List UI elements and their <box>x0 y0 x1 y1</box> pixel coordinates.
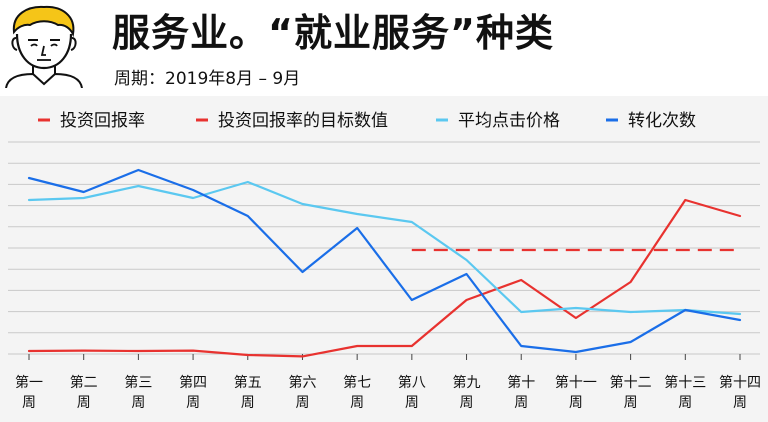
x-tick-label-line: 第十三 <box>664 374 706 391</box>
x-tick-label-line: 第四 <box>179 374 207 391</box>
x-tick-label-line: 第十二 <box>610 374 652 391</box>
x-tick-label: 第十二周 <box>610 374 652 411</box>
x-tick-label-line: 第九 <box>453 374 481 391</box>
x-tick-label-line: 第十一 <box>555 374 597 391</box>
x-tick-label: 第四周 <box>179 374 207 411</box>
x-tick-label: 第一周 <box>15 374 43 411</box>
x-tick-label: 第十一周 <box>555 374 597 411</box>
x-tick-label: 第六周 <box>288 374 316 411</box>
x-tick-label-line: 周 <box>405 395 419 411</box>
x-tick-label-line: 周 <box>186 395 200 411</box>
x-tick-label-line: 第六 <box>288 374 316 391</box>
x-tick-label-line: 第十 <box>507 374 535 391</box>
x-tick-label-line: 第三 <box>124 374 152 391</box>
x-tick-label-line: 周 <box>678 395 692 411</box>
x-tick-label-line: 周 <box>22 395 36 411</box>
chart-area: 第一周 第二周 第三周 第四周 第五周 第六周 第七周 第八周 第九周 第十周 第十一周 第十二周 第十… <box>0 96 768 422</box>
x-tick-label-line: 第一 <box>15 374 43 391</box>
legend-label: 投资回报率 <box>60 111 145 131</box>
x-tick-label-line: 第二 <box>70 374 98 391</box>
x-tick-label: 第二周 <box>70 374 98 411</box>
x-tick-label: 第九周 <box>453 374 481 411</box>
x-tick-label-line: 第八 <box>398 374 426 391</box>
x-tick-label-line: 周 <box>295 395 309 411</box>
x-tick-label: 第十三周 <box>664 374 706 411</box>
series-line <box>27 198 742 358</box>
series-line <box>27 168 742 354</box>
x-tick-label: 第五周 <box>234 374 262 411</box>
x-tick-label-line: 周 <box>514 395 528 411</box>
x-tick-label: 第八周 <box>398 374 426 411</box>
period-label: 周期：2019年8月 – 9月 <box>114 69 301 89</box>
x-tick-label-line: 周 <box>733 395 747 411</box>
x-tick-label-line: 周 <box>460 395 474 411</box>
x-tick-label: 第十周 <box>507 374 535 411</box>
x-tick-label-line: 第五 <box>234 374 262 391</box>
person-avatar-icon <box>5 5 83 88</box>
x-tick-label-line: 周 <box>624 395 638 411</box>
x-tick-label-line: 周 <box>350 395 364 411</box>
x-tick-label-line: 周 <box>77 395 91 411</box>
x-tick-label-line: 第七 <box>343 374 371 391</box>
x-tick-label-line: 周 <box>131 395 145 411</box>
x-tick-label-line: 第十四 <box>719 374 761 391</box>
line-chart: 第一周第二周第三周第四周第五周第六周第七周第八周第九周第十周第十一周第十二周第十… <box>8 111 761 411</box>
x-tick-label: 第七周 <box>343 374 371 411</box>
x-tick-label-line: 周 <box>569 395 583 411</box>
legend-label: 投资回报率的目标数值 <box>218 111 388 131</box>
x-tick-label: 第三周 <box>124 374 152 411</box>
header: 服务业。“就业服务”种类 周期：2019年8月 – 9月 <box>0 0 768 96</box>
series-line <box>27 180 742 316</box>
legend-label: 转化次数 <box>628 111 696 131</box>
page-title: 服务业。“就业服务”种类 <box>112 11 554 55</box>
legend-label: 平均点击价格 <box>458 111 560 131</box>
x-tick-label-line: 周 <box>241 395 255 411</box>
x-tick-label: 第十四周 <box>719 374 761 411</box>
